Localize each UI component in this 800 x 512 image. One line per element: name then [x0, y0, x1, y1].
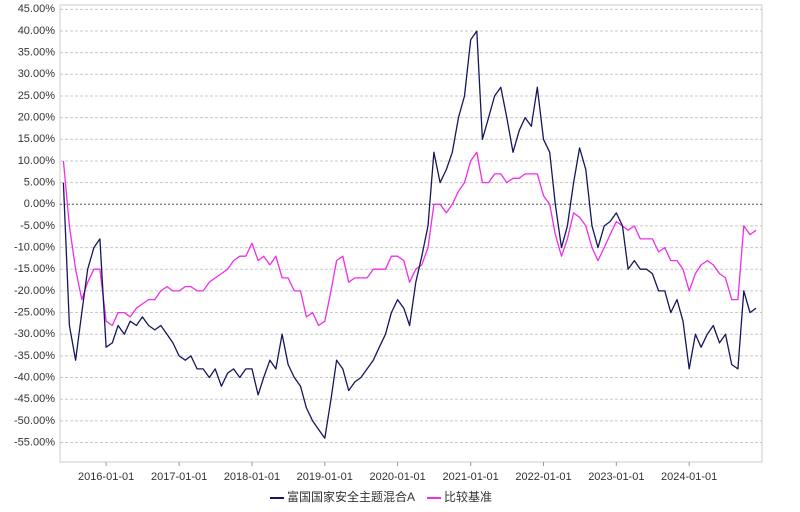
x-tick-label: 2024-01-01 [661, 471, 717, 483]
plot-frame [59, 4, 763, 463]
y-tick-label: 35.00% [18, 47, 56, 59]
y-tick-label: -10.00% [14, 241, 55, 253]
x-tick-label: 2016-01-01 [78, 471, 134, 483]
y-tick-label: 15.00% [18, 133, 56, 145]
y-tick-label: -40.00% [14, 371, 55, 383]
y-tick-label: -25.00% [14, 306, 55, 318]
y-tick-label: -5.00% [20, 220, 55, 232]
y-tick-label: 20.00% [18, 112, 56, 124]
x-tick-label: 2021-01-01 [443, 471, 499, 483]
y-tick-label: -55.00% [14, 436, 55, 448]
y-tick-label: -15.00% [14, 263, 55, 275]
y-tick-label: -30.00% [14, 328, 55, 340]
y-tick-label: 25.00% [18, 90, 56, 102]
y-tick-label: -20.00% [14, 285, 55, 297]
series-line [62, 30, 757, 439]
series-line [62, 151, 757, 327]
y-tick-label: -45.00% [14, 393, 55, 405]
x-tick-label: 2022-01-01 [515, 471, 571, 483]
x-tick-label: 2017-01-01 [151, 471, 207, 483]
y-tick-label: 45.00% [18, 3, 56, 15]
x-tick-label: 2019-01-01 [297, 471, 353, 483]
y-tick-label: 5.00% [24, 177, 55, 189]
y-tick-label: 0.00% [24, 198, 55, 210]
legend-label: 比较基准 [444, 489, 492, 504]
x-tick-label: 2018-01-01 [224, 471, 280, 483]
y-tick-label: 30.00% [18, 68, 56, 80]
y-tick-label: -35.00% [14, 350, 55, 362]
y-tick-label: -50.00% [14, 415, 55, 427]
y-tick-label: 40.00% [18, 25, 56, 37]
x-tick-label: 2023-01-01 [588, 471, 644, 483]
x-tick-label: 2020-01-01 [369, 471, 425, 483]
y-tick-label: 10.00% [18, 155, 56, 167]
legend-label: 富国国家安全主题混合A [287, 489, 415, 504]
